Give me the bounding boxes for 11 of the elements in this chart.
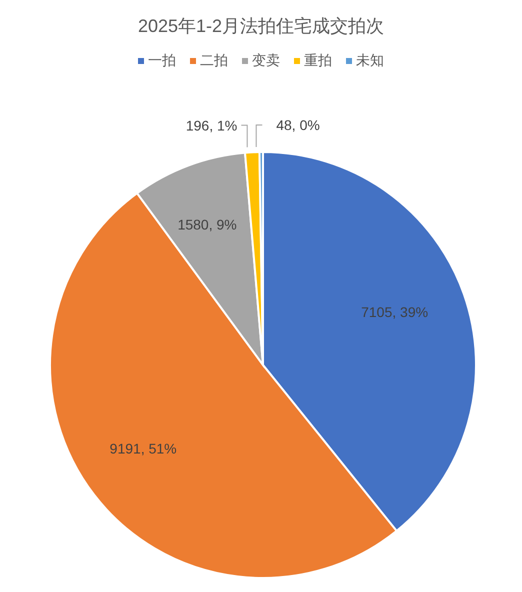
legend-label: 变卖 xyxy=(251,52,280,70)
chart-title: 2025年1-2月法拍住宅成交拍次 xyxy=(136,15,386,38)
data-label: 48, 0% xyxy=(276,117,320,134)
data-label: 1580, 9% xyxy=(178,216,237,232)
data-label: 196, 1% xyxy=(186,117,238,134)
data-label: 7105, 39% xyxy=(361,304,428,320)
legend-label: 未知 xyxy=(355,52,384,70)
data-label: 9191, 51% xyxy=(110,440,177,456)
legend-label: 一拍 xyxy=(147,52,176,70)
legend-label: 二拍 xyxy=(199,52,228,70)
legend-label: 重拍 xyxy=(303,52,332,70)
